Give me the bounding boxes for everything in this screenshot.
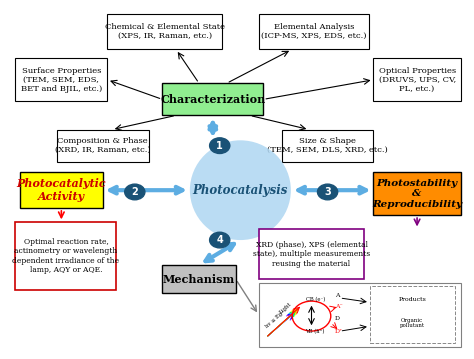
FancyBboxPatch shape bbox=[57, 130, 148, 162]
Text: Organic
pollutant: Organic pollutant bbox=[400, 318, 425, 328]
Text: hv ≥ Eg: hv ≥ Eg bbox=[264, 311, 283, 329]
FancyBboxPatch shape bbox=[370, 286, 455, 343]
Text: D⁺: D⁺ bbox=[335, 329, 343, 334]
FancyBboxPatch shape bbox=[374, 59, 461, 101]
Circle shape bbox=[210, 138, 230, 154]
Text: 3: 3 bbox=[324, 187, 331, 197]
FancyBboxPatch shape bbox=[259, 283, 461, 347]
Text: Photocatalysis: Photocatalysis bbox=[192, 184, 288, 197]
Text: Photocatalytic
Activity: Photocatalytic Activity bbox=[17, 178, 106, 202]
FancyBboxPatch shape bbox=[107, 14, 222, 50]
Text: Elemental Analysis
(ICP-MS, XPS, EDS, etc.): Elemental Analysis (ICP-MS, XPS, EDS, et… bbox=[261, 23, 366, 40]
Circle shape bbox=[210, 232, 230, 248]
FancyBboxPatch shape bbox=[162, 265, 236, 294]
Text: Chemical & Elemental State
(XPS, IR, Raman, etc.): Chemical & Elemental State (XPS, IR, Ram… bbox=[105, 23, 225, 40]
Text: Mechanism: Mechanism bbox=[163, 274, 235, 285]
Text: 2: 2 bbox=[131, 187, 138, 197]
Text: 1: 1 bbox=[216, 141, 223, 151]
Text: Size & Shape
(TEM, SEM, DLS, XRD, etc.): Size & Shape (TEM, SEM, DLS, XRD, etc.) bbox=[267, 137, 388, 154]
Text: Composition & Phase
(XRD, IR, Raman, etc.): Composition & Phase (XRD, IR, Raman, etc… bbox=[55, 137, 150, 154]
Ellipse shape bbox=[190, 140, 291, 240]
Circle shape bbox=[125, 184, 145, 200]
Text: Surface Properties
(TEM, SEM, EDS,
BET and BJIL, etc.): Surface Properties (TEM, SEM, EDS, BET a… bbox=[21, 66, 102, 93]
Text: Photostability
&
Reproducibility: Photostability & Reproducibility bbox=[372, 179, 462, 209]
Text: A⁻: A⁻ bbox=[335, 304, 343, 309]
Circle shape bbox=[318, 184, 337, 200]
Text: A: A bbox=[335, 293, 339, 298]
FancyBboxPatch shape bbox=[16, 222, 117, 290]
Text: XRD (phase), XPS (elemental
state), multiple measurements
reusing the material: XRD (phase), XPS (elemental state), mult… bbox=[253, 241, 370, 267]
FancyBboxPatch shape bbox=[259, 14, 369, 50]
Text: Optical Properties
(DRUVS, UPS, CV,
PL, etc.): Optical Properties (DRUVS, UPS, CV, PL, … bbox=[379, 66, 456, 93]
Text: Light: Light bbox=[278, 301, 293, 314]
FancyBboxPatch shape bbox=[282, 130, 374, 162]
FancyBboxPatch shape bbox=[374, 172, 461, 215]
Text: CB (e⁻): CB (e⁻) bbox=[306, 297, 325, 302]
Text: VB (h⁺): VB (h⁺) bbox=[306, 329, 325, 334]
Text: D: D bbox=[335, 316, 340, 321]
FancyBboxPatch shape bbox=[162, 83, 264, 115]
FancyBboxPatch shape bbox=[259, 229, 365, 279]
FancyBboxPatch shape bbox=[20, 172, 103, 208]
Text: Products: Products bbox=[398, 297, 426, 302]
Text: Optimal reaction rate,
actinometry or wavelength
dependent irradiance of the
lam: Optimal reaction rate, actinometry or wa… bbox=[12, 238, 119, 274]
FancyBboxPatch shape bbox=[16, 59, 107, 101]
Text: Characterization: Characterization bbox=[160, 94, 265, 105]
Text: 4: 4 bbox=[216, 235, 223, 245]
